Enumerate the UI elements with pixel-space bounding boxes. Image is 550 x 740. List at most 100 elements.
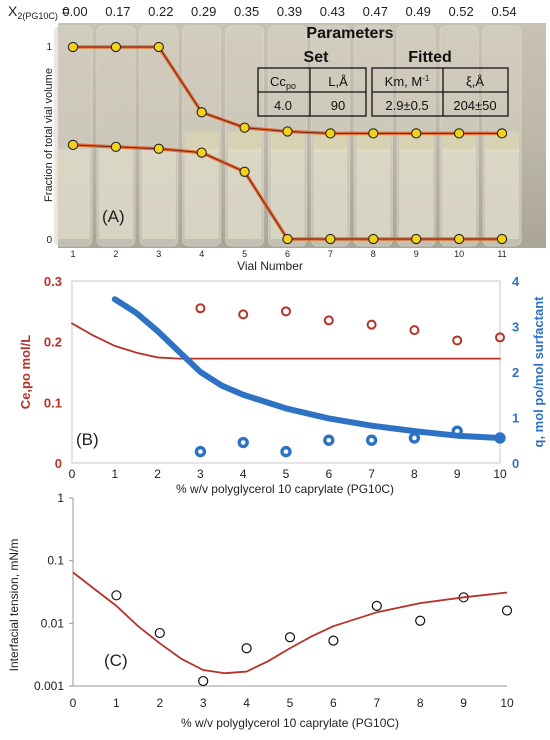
panel-b-frame <box>71 280 501 464</box>
vial-liquid <box>356 148 391 239</box>
interface-point <box>325 233 336 245</box>
interface-point <box>368 233 379 245</box>
q-data-point <box>408 432 421 444</box>
x2-value: 0.29 <box>191 4 216 19</box>
panel-c-xtick: 6 <box>330 696 337 710</box>
panel-b-ytick-left: 0.1 <box>44 395 62 410</box>
vial-liquid <box>442 131 477 153</box>
q-data-point <box>280 445 292 458</box>
panel-c-xtick: 4 <box>243 696 250 710</box>
x2-value: 0.43 <box>320 4 345 19</box>
panel-c-marks <box>72 571 513 687</box>
vial-number: 10 <box>454 249 464 259</box>
vial-number: 9 <box>414 249 419 259</box>
xi-value: 204±50 <box>453 98 496 113</box>
x2-header: X2(PG10C) = <box>8 3 70 21</box>
xi-header: ξ,Å <box>466 74 484 89</box>
set-label: Set <box>304 49 330 66</box>
interface-point <box>282 126 293 137</box>
panel-b-ytick-left: 0.3 <box>44 274 62 289</box>
x2-value: 0.39 <box>277 4 302 19</box>
ce-data-point <box>452 335 463 346</box>
vial-number: 3 <box>156 249 161 259</box>
panel-c-ylabel: Interfacial tension, mN/m <box>7 539 21 672</box>
vials <box>53 25 522 247</box>
panel-c-ytick: 1 <box>57 491 64 505</box>
panel-a: X2(PG10C) = 0.00 0.17 0.22 0.29 0.35 0.39 0.43… <box>8 3 546 273</box>
panel-a-ytick: 0 <box>46 235 52 246</box>
vial-liquid <box>141 148 176 239</box>
cc-header: Ccpo <box>270 74 296 91</box>
ce-data-point <box>238 309 249 320</box>
panel-c-xtick: 10 <box>500 696 514 710</box>
vial-number: 11 <box>497 249 506 259</box>
tension-data-point <box>198 675 209 687</box>
ce-model-line <box>71 322 501 360</box>
vial-number: 4 <box>199 249 204 259</box>
vial-numbers: 1 2 3 4 5 6 7 8 9 10 11 <box>70 249 506 259</box>
panel-a-ytick: 1 <box>46 42 52 53</box>
panel-c-xtick: 9 <box>460 696 467 710</box>
interface-point <box>110 141 122 152</box>
vial-liquid <box>485 131 519 153</box>
vial-liquid <box>485 148 519 239</box>
panel-b-ytick-right: 2 <box>512 365 519 380</box>
ce-data-point <box>281 306 291 317</box>
panel-c-xlabel: % w/v polyglycerol 10 caprylate (PG10C) <box>181 716 399 730</box>
panel-b-xtick: 5 <box>283 467 290 481</box>
panel-b-xtick: 1 <box>111 467 118 481</box>
vial-liquid <box>399 131 434 153</box>
interface-point <box>453 233 465 245</box>
panel-c-xtick: 8 <box>417 696 424 710</box>
km-value: 2.9±0.5 <box>385 98 428 113</box>
l-value: 90 <box>331 98 345 113</box>
panel-b-axes: 0 1 2 3 4 5 6 7 8 9 10 0 0.1 0.2 0.3 0 1 2 3 4 <box>44 274 520 481</box>
panel-b-ytick-right: 3 <box>512 320 519 335</box>
interface-point <box>496 233 508 245</box>
interface-point <box>496 128 508 139</box>
vial-liquid <box>442 148 477 239</box>
vial-liquid <box>270 131 305 153</box>
vial-liquid <box>356 131 391 153</box>
interface-point <box>196 107 207 118</box>
x2-value: 0.47 <box>363 4 388 19</box>
panel-a-ylabel: Fraction of total vial volume <box>43 68 55 202</box>
x2-value: 0.00 <box>62 4 87 19</box>
vial-number: 1 <box>70 249 75 259</box>
panel-c-ytick: 0.001 <box>34 679 64 693</box>
interface-point <box>110 41 122 53</box>
panel-c-xtick: 3 <box>200 696 207 710</box>
interface-point <box>453 128 465 139</box>
panel-c-axes: 0 1 2 3 4 5 6 7 8 9 10 0.001 0.01 0.1 1 <box>34 491 514 710</box>
interface-point <box>67 139 79 151</box>
panel-c-xtick: 7 <box>373 696 380 710</box>
cc-value: 4.0 <box>274 98 292 113</box>
vial-number: 6 <box>285 249 290 259</box>
panel-b-xtick: 7 <box>368 467 375 481</box>
parameters-table: Parameters Set Fitted Ccpo L,Å Km, M-1 ξ… <box>257 25 509 117</box>
interface-point <box>411 128 422 139</box>
q-data-point <box>194 445 207 458</box>
ce-data-point <box>495 332 505 343</box>
vial-liquid <box>184 148 219 239</box>
panel-b-xtick: 0 <box>69 467 76 481</box>
panel-c-xtick: 0 <box>70 696 77 710</box>
interface-point <box>153 41 164 53</box>
vial-number: 8 <box>371 249 376 259</box>
km-header: Km, M-1 <box>385 74 430 89</box>
panel-b-ylabel-left: Ce,po mol/L <box>18 335 33 409</box>
vial-number: 2 <box>113 249 118 259</box>
panel-b-xtick: 10 <box>493 467 507 481</box>
panel-b-ylabel-right: q, mol po/mol surfactant <box>531 296 546 448</box>
interface-point <box>153 143 164 154</box>
interface-point <box>325 128 336 139</box>
panel-b-xtick: 4 <box>240 467 247 481</box>
x2-values: 0.00 0.17 0.22 0.29 0.35 0.39 0.43 0.47 0.49 0.52… <box>62 4 516 19</box>
x2-value: 0.22 <box>148 4 173 19</box>
ce-data-point <box>409 325 420 336</box>
ce-data-point <box>195 303 206 314</box>
q-model-line <box>111 296 503 441</box>
x2-value: 0.49 <box>406 4 431 19</box>
panel-b-ytick-right: 1 <box>512 411 519 426</box>
